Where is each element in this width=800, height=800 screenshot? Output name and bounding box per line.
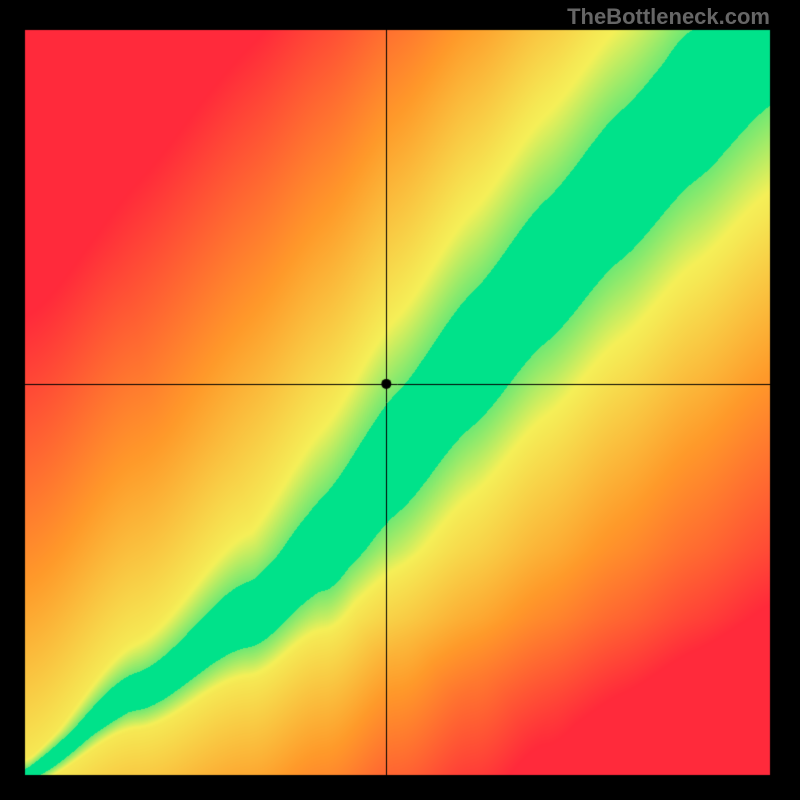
watermark-label: TheBottleneck.com bbox=[567, 4, 770, 30]
heatmap-canvas bbox=[0, 0, 800, 800]
